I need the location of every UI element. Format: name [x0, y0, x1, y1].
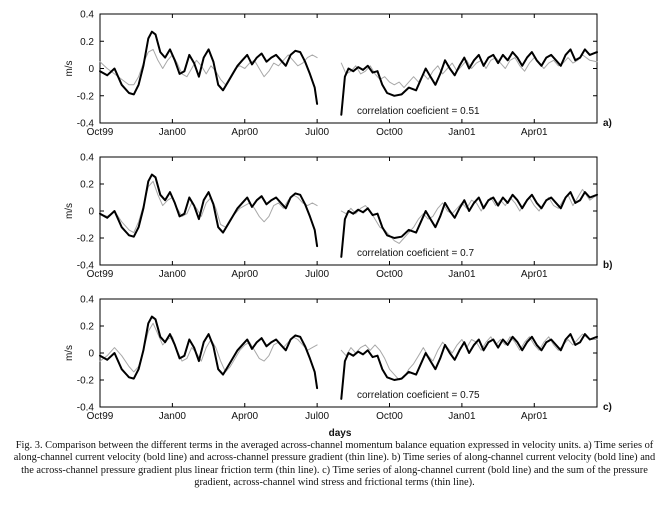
x-tick-label: Apr00	[231, 269, 258, 280]
x-tick-label: Apr00	[231, 411, 258, 422]
x-tick-label: Apr01	[521, 127, 548, 138]
x-tick-label: Jan01	[448, 127, 476, 138]
x-tick-label: Jan00	[159, 269, 187, 280]
y-tick-label: 0.4	[80, 10, 94, 21]
x-tick-label: Apr01	[521, 411, 548, 422]
y-tick-label: -0.4	[77, 261, 95, 272]
x-tick-label: Oct00	[376, 411, 403, 422]
y-tick-label: -0.4	[77, 403, 95, 414]
bold-series-line	[99, 173, 319, 248]
y-axis-label: m/s	[64, 203, 75, 219]
bold-series-line	[340, 191, 598, 258]
x-tick-label: Jul00	[305, 411, 329, 422]
y-tick-label: 0.4	[80, 295, 94, 306]
x-tick-label: Jul00	[305, 269, 329, 280]
x-tick-label: Jul00	[305, 127, 329, 138]
x-tick-label: Oct99	[87, 269, 114, 280]
bold-series-line	[99, 315, 319, 390]
thin-series-line	[340, 188, 598, 244]
y-tick-label: 0.2	[80, 37, 94, 48]
y-tick-label: -0.2	[77, 234, 95, 245]
y-tick-label: 0.4	[80, 153, 94, 164]
x-tick-label: Jan01	[448, 269, 476, 280]
correlation-annotation: correlation coeficient = 0.51	[357, 106, 480, 117]
x-tick-label: Jan00	[159, 411, 187, 422]
x-tick-label: Jan01	[448, 411, 476, 422]
y-axis-label: m/s	[64, 60, 75, 76]
x-tick-label: Oct99	[87, 411, 114, 422]
thin-series-line	[340, 54, 598, 89]
bold-series-line	[340, 333, 598, 400]
thin-series-line	[99, 48, 318, 86]
correlation-annotation: correlation coeficient = 0.75	[357, 390, 480, 401]
y-tick-label: 0	[88, 349, 94, 360]
x-tick-label: Apr00	[231, 127, 258, 138]
x-tick-label: Oct00	[376, 127, 403, 138]
y-axis-label: m/s	[64, 345, 75, 361]
panel-label: c)	[603, 402, 612, 413]
y-tick-label: 0	[88, 207, 94, 218]
y-tick-label: 0	[88, 64, 94, 75]
y-tick-label: 0.2	[80, 180, 94, 191]
y-tick-label: -0.4	[77, 119, 95, 130]
figure-caption: Fig. 3. Comparison between the different…	[13, 440, 656, 489]
y-tick-label: -0.2	[77, 91, 95, 102]
correlation-annotation: correlation coeficient = 0.7	[357, 248, 474, 259]
y-tick-label: -0.2	[77, 376, 95, 387]
panel-label: b)	[603, 260, 612, 271]
x-tick-label: Oct00	[376, 269, 403, 280]
panel-label: a)	[603, 118, 612, 129]
bold-series-line	[99, 30, 319, 105]
thin-series-line	[340, 333, 598, 381]
x-tick-label: Jan00	[159, 127, 187, 138]
x-tick-label: Oct99	[87, 127, 114, 138]
bold-series-line	[340, 48, 598, 116]
x-tick-label: Apr01	[521, 269, 548, 280]
x-axis-label: days	[329, 428, 352, 439]
y-tick-label: 0.2	[80, 322, 94, 333]
